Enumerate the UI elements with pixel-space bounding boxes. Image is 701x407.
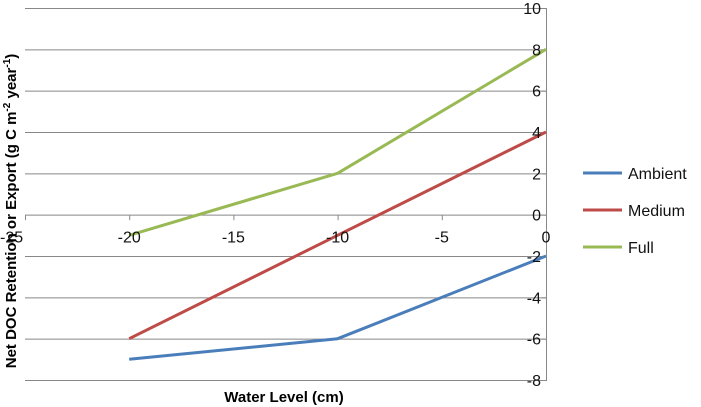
legend-label-full: Full (628, 240, 654, 257)
series-line-medium (128, 130, 547, 341)
y-axis-title-mid: year (3, 67, 20, 102)
y-axis-title-sup1: -2 (2, 102, 13, 111)
y-tick-label: 6 (532, 84, 541, 101)
legend: Ambient Medium Full (583, 166, 687, 257)
y-axis-title: Net DOC Retention or Export (g C m-2 yea… (2, 54, 20, 369)
y-tick-label: 2 (532, 166, 541, 183)
series-line-ambient (129, 254, 547, 361)
legend-label-medium: Medium (628, 203, 685, 220)
x-tick-label: -5 (435, 230, 449, 247)
y-tick-label: -2 (527, 249, 541, 266)
y-tick-label: -8 (527, 373, 541, 390)
y-tick-label: 0 (532, 208, 541, 225)
y-tick-label: -4 (527, 290, 541, 307)
x-axis-title: Water Level (cm) (224, 389, 343, 406)
y-axis-title-end: ) (3, 54, 20, 59)
axes (25, 8, 547, 381)
x-tick-label: -20 (118, 230, 141, 247)
series-lines (128, 48, 547, 361)
x-tick-label: -10 (326, 230, 349, 247)
y-tick-label: 8 (532, 42, 541, 59)
y-tick-label: 10 (523, 1, 541, 18)
series-line-full (128, 48, 547, 237)
y-axis-title-main: Net DOC Retention or Export (g C m (3, 112, 20, 369)
x-tick-label: 0 (542, 230, 551, 247)
y-tick-label: -6 (527, 332, 541, 349)
x-tick-label: -25 (0, 230, 23, 247)
legend-label-ambient: Ambient (628, 166, 687, 183)
gridlines (25, 8, 546, 381)
y-tick-label: 4 (532, 125, 541, 142)
y-axis-title-sup2: -1 (2, 58, 13, 67)
x-tick-label: -15 (222, 230, 245, 247)
